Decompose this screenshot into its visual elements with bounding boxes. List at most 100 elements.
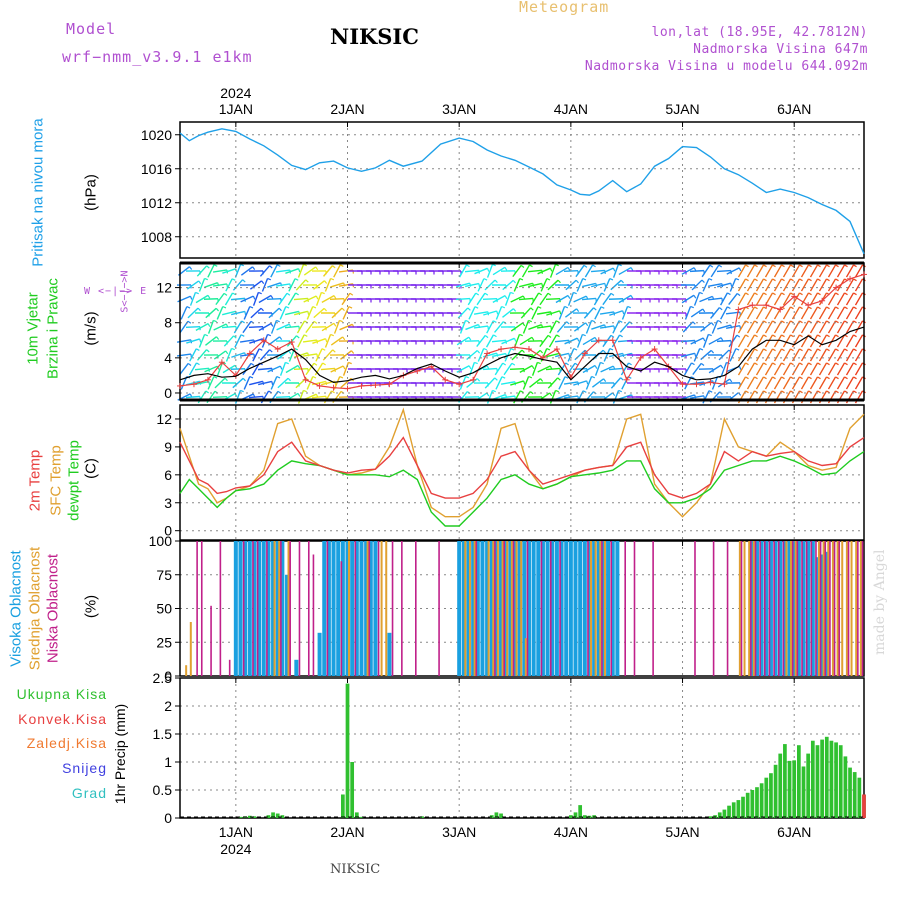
cloud-bar-1: [589, 541, 592, 676]
cloud-bar-0: [354, 541, 359, 676]
y-tick-label: 1.5: [153, 726, 173, 742]
wind-barb: [725, 325, 741, 329]
wind-barb: [495, 306, 503, 320]
precip-bar: [801, 766, 806, 818]
cloud-bar-0: [778, 541, 783, 676]
wind-barb: [333, 264, 341, 278]
wind-barb-flag: [195, 291, 199, 295]
wind-barb: [593, 292, 603, 306]
lonlat-text: lon,lat (18.95E, 42.7812N): [651, 25, 868, 40]
wind-barb: [809, 334, 819, 348]
cloud-bar-0: [820, 554, 825, 676]
wind-barb-flag: [630, 295, 634, 299]
x-tick-label-top: 5JAN: [665, 101, 699, 117]
wind-barb-flag: [269, 349, 273, 353]
wind-barb: [303, 295, 317, 303]
wind-barb: [476, 292, 486, 306]
wind-barb: [681, 352, 695, 358]
wind-barb-flag: [754, 362, 758, 366]
meteogram-title: Meteogram: [519, 0, 610, 16]
wind-barb: [717, 324, 731, 330]
wind-barb: [270, 376, 278, 390]
wind-barb-flag: [700, 362, 705, 367]
wind-barb-flag: [224, 377, 228, 382]
wind-barb: [547, 279, 559, 291]
wind-barb: [690, 337, 704, 345]
wind-barb-flag: [573, 291, 577, 295]
wind-barb: [764, 264, 774, 278]
wind-barb: [854, 320, 864, 334]
wind-barb-flag: [693, 267, 697, 272]
wind-barb: [204, 282, 218, 288]
wind-barb: [746, 264, 756, 278]
wind-barb: [773, 362, 783, 376]
wind-barb: [603, 278, 611, 292]
wind-barb-flag: [530, 307, 534, 311]
wind-barb: [818, 376, 828, 390]
cloud-bar-0: [764, 541, 769, 676]
wind-barb: [520, 307, 532, 319]
wind-barb: [531, 306, 539, 320]
wind-barb-flag: [303, 389, 307, 393]
wind-barb: [293, 297, 309, 301]
wind-barb-flag: [620, 279, 624, 284]
wind-barb: [836, 334, 846, 348]
cloud-bar-1: [510, 541, 513, 676]
wind-barb-flag: [240, 389, 244, 393]
wind-barb: [773, 348, 783, 362]
wind-barb: [198, 334, 206, 348]
wind-barb-flag: [808, 278, 812, 282]
wind-barb: [204, 365, 218, 373]
wind-barb: [512, 264, 522, 278]
wind-barb-flag: [189, 266, 193, 270]
wind-barb: [764, 362, 774, 376]
wind-barb: [252, 348, 260, 362]
wind-barb-flag: [312, 376, 317, 379]
wind-barb: [791, 264, 801, 278]
wind-barb-flag: [772, 376, 776, 380]
cloud-bar-2: [196, 541, 198, 676]
year-label-top: 2024: [220, 85, 251, 101]
wind-barb: [275, 396, 291, 398]
wind-barb-flag: [772, 278, 776, 282]
cloud-bar-0: [792, 541, 797, 676]
wind-barb-flag: [519, 278, 524, 281]
wind-barb: [729, 278, 737, 292]
cloud-bar-2: [801, 541, 803, 676]
cloud-bar-0: [499, 541, 504, 676]
model-name: wrf−nmm_v3.9.1 e1km: [62, 48, 253, 66]
wind-barb-flag: [763, 390, 767, 394]
wind-barb-flag: [249, 376, 254, 379]
wind-barb-flag: [844, 348, 848, 352]
wind-barb-flag: [591, 319, 596, 323]
wind-barb: [212, 269, 228, 273]
wind-barb: [737, 348, 747, 362]
wind-barb: [285, 268, 299, 274]
wind-barb: [612, 264, 620, 278]
wind-barb-flag: [322, 362, 326, 366]
wind-barb: [836, 292, 846, 306]
cloud-bar-2: [754, 541, 757, 676]
wind-barb: [737, 362, 747, 376]
wind-barb-flag: [745, 390, 749, 394]
precip-legend-snow: Snijeg: [62, 760, 107, 776]
cloud-bar-0: [573, 541, 578, 676]
cloud-bar-1: [845, 541, 848, 676]
wind-barb-flag: [745, 362, 749, 366]
wind-barb-flag: [763, 320, 767, 324]
cloud-bar-2: [847, 541, 850, 676]
wind-barb: [707, 297, 723, 301]
wind-barb-flag: [189, 296, 193, 300]
wind-barb: [322, 265, 334, 277]
x-tick-label-top: 4JAN: [554, 101, 588, 117]
precip-bar: [764, 777, 769, 818]
wind-barb: [279, 306, 287, 320]
wind-barb-flag: [618, 389, 623, 393]
wind-barb-flag: [790, 278, 794, 282]
cloud-bar-2: [540, 541, 543, 676]
wind-barb-flag: [790, 264, 794, 268]
wind-barb-flag: [286, 292, 291, 296]
wind-barb: [782, 348, 792, 362]
wind-barb-flag: [277, 390, 282, 394]
wind-barb: [519, 336, 533, 346]
